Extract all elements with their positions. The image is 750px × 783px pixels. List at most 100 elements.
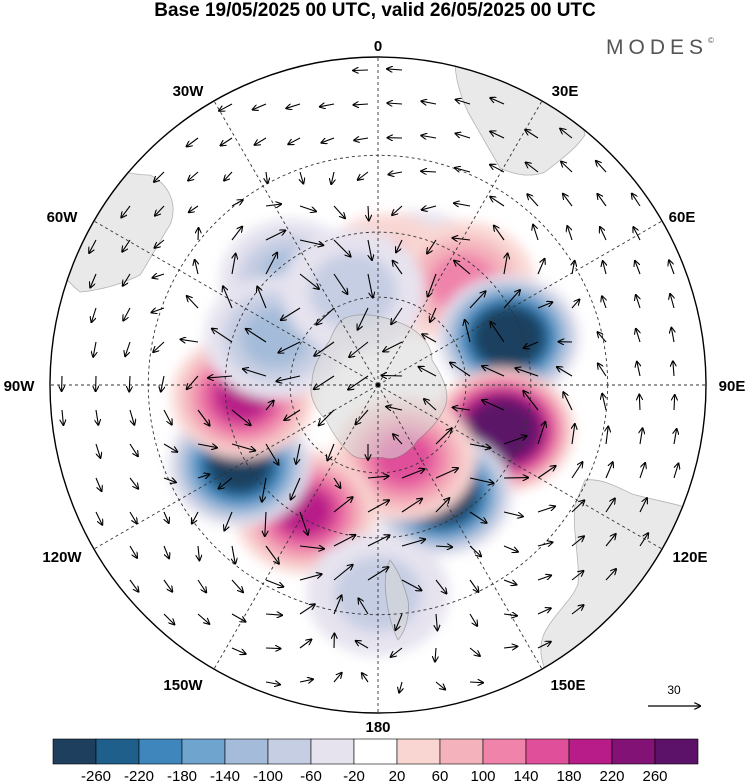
meridian-line [213, 384, 379, 670]
wind-vector-arrow [537, 608, 551, 615]
meridian-line [213, 100, 379, 386]
wind-vector-arrow [231, 613, 245, 622]
wind-vector-arrow [154, 171, 165, 182]
wind-vector-arrow [605, 569, 616, 581]
colorbar-tick-label: 100 [470, 768, 495, 783]
wind-vector-arrow [129, 409, 134, 425]
colorbar-swatch-2 [138, 738, 183, 765]
colorbar-swatch-12 [568, 738, 613, 765]
wind-vector-arrow [399, 681, 402, 693]
wind-vector-arrow [368, 205, 369, 220]
wind-vector-arrow [232, 545, 235, 564]
graticule [50, 57, 706, 713]
wind-vector-arrow [277, 375, 301, 381]
wind-vector-arrow [393, 434, 403, 445]
wind-vector-arrow [333, 535, 355, 547]
wind-vector-arrow [674, 429, 677, 445]
wind-vector-arrow [362, 673, 369, 683]
wind-vector-arrow [537, 575, 551, 581]
wind-vector-arrow [265, 253, 277, 275]
colorbar-tick-label: 260 [642, 768, 667, 783]
wind-vector-arrow [333, 273, 347, 294]
wind-vector-arrow [279, 341, 301, 353]
wind-vector-arrow [333, 565, 353, 581]
wind-vector-arrow [353, 70, 369, 71]
wind-vector-arrow [333, 239, 351, 257]
wind-vector-arrow [490, 197, 505, 207]
wind-vector-arrow [358, 307, 369, 330]
wind-vector-arrow [469, 545, 481, 556]
wind-vector-arrow [96, 409, 98, 425]
wind-vector-arrow [197, 613, 209, 624]
wind-vector-arrow [333, 477, 340, 488]
wind-vector-arrow [469, 477, 493, 483]
wind-vector-arrow [469, 511, 487, 523]
wind-vector-arrow [560, 129, 573, 139]
meridian-line [377, 100, 543, 386]
wind-vector-arrow [265, 545, 279, 564]
wind-vector-arrow [598, 364, 607, 377]
lon-label-30w: 30W [173, 83, 205, 100]
wind-vector-arrow [299, 574, 322, 581]
wind-vector-arrow [636, 295, 640, 309]
wind-vector-arrow [526, 163, 539, 173]
south-pole-marker [376, 383, 380, 387]
wind-vector-arrow [503, 646, 517, 648]
colorbar: -260 -220 -180 -140 -100 -60 -20 20 60 100 140 180 2… [52, 738, 699, 783]
lon-label-60e: 60E [669, 209, 696, 226]
wind-vector-arrow [571, 605, 584, 615]
wind-vector-arrow [291, 477, 301, 499]
wind-vector-arrow [359, 599, 369, 615]
wind-vector-arrow [231, 409, 251, 425]
wind-vector-arrow [572, 261, 575, 275]
wind-vector-arrow [153, 341, 165, 352]
wind-vector-arrow [605, 499, 615, 513]
wind-vector-arrow [571, 571, 583, 581]
modes-logo: MODES© [606, 36, 714, 60]
wind-vector-arrow [435, 546, 452, 547]
wind-vector-arrow [482, 400, 505, 411]
wind-vector-arrow [490, 165, 505, 173]
wind-vector-arrow [516, 368, 539, 377]
meridian-line [93, 384, 379, 550]
wind-vector-arrow [524, 341, 539, 348]
wind-vector-arrow [387, 69, 403, 70]
wind-vector-arrow [219, 477, 233, 489]
colorbar-tick-label: -140 [210, 768, 240, 783]
wind-vector-arrow [187, 375, 199, 389]
wind-vector-arrow [401, 469, 424, 479]
brand-text: MODES [606, 36, 709, 59]
wind-vector-arrow [537, 466, 556, 479]
wind-vector-arrow [401, 499, 422, 513]
wind-vector-arrow [392, 205, 403, 215]
wind-vector-arrow [299, 205, 316, 211]
wind-vector-arrow [453, 238, 471, 240]
wind-vector-arrow [523, 391, 539, 411]
wind-vector-arrow [419, 367, 437, 377]
wind-vector-arrow [393, 261, 403, 275]
wind-vector-arrow [356, 641, 369, 649]
colorbar-tick-label: -260 [81, 768, 111, 783]
wind-vector-arrow [606, 427, 608, 445]
wind-vector-arrow [430, 307, 437, 322]
wind-vector-arrow [231, 227, 242, 241]
wind-vector-arrow [527, 194, 539, 207]
wind-vector-arrow [454, 261, 471, 275]
colorbar-tick-label: -220 [124, 768, 154, 783]
wind-vector-arrow [92, 307, 97, 322]
wind-vector-arrow [537, 302, 552, 309]
wind-vector-arrow [221, 137, 233, 146]
wind-vector-arrow [450, 363, 471, 377]
wind-vector-arrow [602, 296, 606, 309]
wind-vector-arrow [129, 511, 137, 523]
wind-vector-arrow [387, 103, 403, 104]
wind-vector-arrow [224, 511, 233, 530]
lon-label-120e: 120E [672, 549, 707, 566]
wind-vector-arrow [598, 194, 607, 207]
wind-vector-arrow [567, 226, 573, 241]
wind-vector-arrow [317, 307, 335, 325]
wind-vector-arrow [322, 137, 335, 143]
wind-vector-arrow [253, 103, 267, 110]
wind-vector-arrow [265, 648, 280, 649]
wind-vector-arrow [95, 443, 100, 458]
